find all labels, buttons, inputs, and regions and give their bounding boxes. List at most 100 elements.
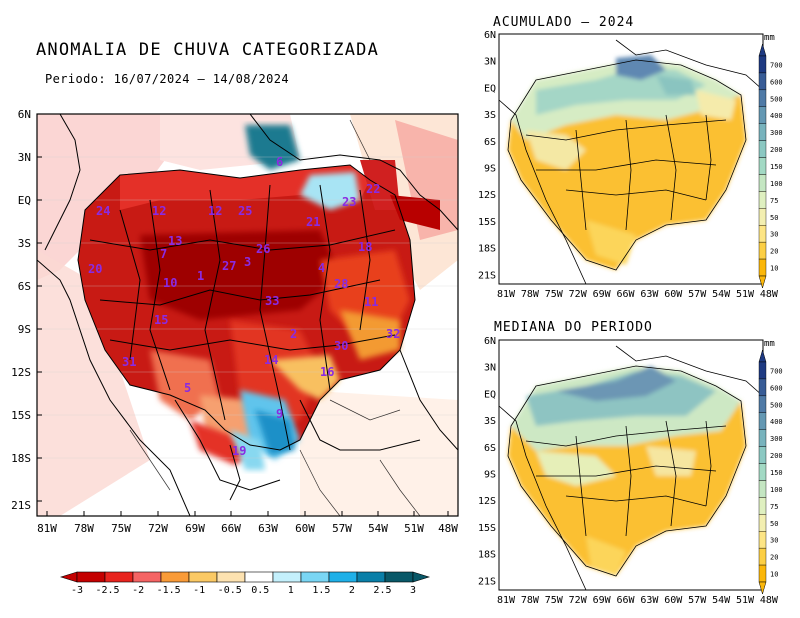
mediana-map: 6N 3N EQ 3S 6S 9S 12S 15S 18S 21S 81W 78W 75W 72W 69W… <box>478 336 779 606</box>
lat-label: 12S <box>11 366 31 379</box>
colorbar-tick-label: 400 <box>770 418 783 426</box>
lat-label: 3N <box>18 151 31 164</box>
lat-label: 18S <box>11 452 31 465</box>
colorbar-segment <box>758 106 767 124</box>
basin-label: 32 <box>386 327 400 341</box>
basin-label: 31 <box>122 355 136 369</box>
colorbar-tick-label: 10 <box>770 571 778 579</box>
colorbar-tick-label: 0.5 <box>251 585 269 596</box>
basin-label: 1 <box>197 269 204 283</box>
colorbar-arrow-bottom <box>758 275 767 289</box>
colorbar-segment <box>758 89 767 107</box>
svg-text:12: 12 <box>208 204 222 218</box>
colorbar-segment <box>758 378 767 397</box>
lon-label: 57W <box>688 289 707 300</box>
lon-label: 66W <box>221 522 241 535</box>
colorbar-segment <box>758 497 767 515</box>
basin-label: 30 <box>334 339 348 353</box>
colorbar-segment <box>244 571 274 583</box>
lon-label: 51W <box>404 522 424 535</box>
colorbar-segment <box>758 480 767 498</box>
lon-label: 75W <box>545 289 564 300</box>
lon-label: 81W <box>497 595 516 606</box>
colorbar-segment <box>328 571 358 583</box>
colorbar-tick-label: 30 <box>770 231 778 239</box>
colorbar-tick-label: 75 <box>770 503 778 511</box>
colorbar-segment <box>758 241 767 260</box>
lon-label: 78W <box>521 289 540 300</box>
lat-label: 12S <box>478 496 496 507</box>
colorbar-tick-label: 300 <box>770 435 783 443</box>
colorbar-segment <box>758 140 767 158</box>
colorbar-tick-label: 150 <box>770 469 783 477</box>
lat-label: 15S <box>478 523 496 534</box>
colorbar-segment <box>104 571 134 583</box>
lat-label: 6N <box>484 336 496 347</box>
colorbar-tick-label: 50 <box>770 520 778 528</box>
lon-label: 72W <box>148 522 168 535</box>
anomaly-colorbar: -3 -2.5 -2 -1.5 -1 -0.5 0.5 1 1.5 2 2.5 3 <box>59 571 431 596</box>
colorbar-tick-label: 200 <box>770 146 783 154</box>
lon-label: 57W <box>332 522 352 535</box>
lon-label: 60W <box>664 595 683 606</box>
colorbar-segment <box>758 412 767 430</box>
basin-label: 27 <box>222 259 236 273</box>
lat-label: EQ <box>484 389 496 400</box>
lat-label: 15S <box>478 217 496 228</box>
colorbar-tick-label: 30 <box>770 537 778 545</box>
lat-label: 12S <box>478 190 496 201</box>
lon-label: 48W <box>760 595 779 606</box>
colorbar-segment <box>216 571 246 583</box>
colorbar-unit: mm <box>764 339 775 349</box>
basin-label: 19 <box>232 444 246 458</box>
colorbar-arrow-left <box>59 571 78 583</box>
colorbar-segment <box>758 463 767 481</box>
acumulado-map: 6N 3N EQ 3S 6S 9S 12S 15S 18S 21S 81W 78W 75W 72W 69W… <box>478 30 779 300</box>
lon-label: 66W <box>616 595 635 606</box>
colorbar-tick-label: -1 <box>193 585 205 596</box>
lat-label: 3S <box>484 416 496 427</box>
basin-label: 20 <box>88 262 102 276</box>
colorbar-segment <box>272 571 302 583</box>
colorbar-segment <box>758 429 767 447</box>
mediana-colorbar: mm 10 20 30 50 75 100 150 200 300 400 500 600 700 <box>758 339 783 595</box>
colorbar-tick-label: 200 <box>770 452 783 460</box>
acumulado-colorbar: mm 10 20 30 50 75 100 150 200 300 400 500 600 700 <box>758 33 783 289</box>
colorbar-arrow-top <box>758 43 767 57</box>
lon-label: 54W <box>712 595 731 606</box>
colorbar-tick-label: 400 <box>770 112 783 120</box>
lat-label: 15S <box>11 409 31 422</box>
colorbar-tick-label: 20 <box>770 554 778 562</box>
main-lon-axis: 81W 78W 75W 72W 69W 66W 63W 60W 57W 54W … <box>37 522 458 535</box>
colorbar-segment <box>758 191 767 209</box>
colorbar-segment <box>758 174 767 192</box>
lon-label: 72W <box>569 289 588 300</box>
lat-label: 3S <box>18 237 31 250</box>
lon-label: 51W <box>736 595 755 606</box>
colorbar-segment <box>758 72 767 91</box>
basin-label: 5 <box>184 381 191 395</box>
basin-label: 10 <box>163 276 177 290</box>
lat-label: 6S <box>18 280 31 293</box>
lat-label: EQ <box>18 194 31 207</box>
colorbar-tick-label: 20 <box>770 248 778 256</box>
basin-labels: 6 22 24 12 25 23 21 13 18 20 7 1 27 4 26… <box>88 155 400 458</box>
colorbar-tick-label: 500 <box>770 95 783 103</box>
main-map-frame <box>36 113 459 517</box>
lon-label: 69W <box>593 289 612 300</box>
colorbar-tick-label: 700 <box>770 61 783 69</box>
lon-label: 63W <box>258 522 278 535</box>
basin-label: 6 <box>276 155 283 169</box>
colorbar-tick-label: 75 <box>770 197 778 205</box>
mediana-lon-axis: 81W 78W 75W 72W 69W 66W 63W 60W 57W 54W 51W 48W <box>497 595 779 606</box>
lat-label: 3S <box>484 110 496 121</box>
lon-label: 78W <box>74 522 94 535</box>
basin-label: 13 <box>168 234 182 248</box>
lat-label: 6N <box>484 30 496 41</box>
colorbar-tick-label: 100 <box>770 180 783 188</box>
lon-label: 75W <box>545 595 564 606</box>
lat-label: 3N <box>484 363 496 374</box>
lon-label: 63W <box>640 289 659 300</box>
colorbar-segment <box>758 446 767 464</box>
colorbar-segment <box>758 258 767 277</box>
